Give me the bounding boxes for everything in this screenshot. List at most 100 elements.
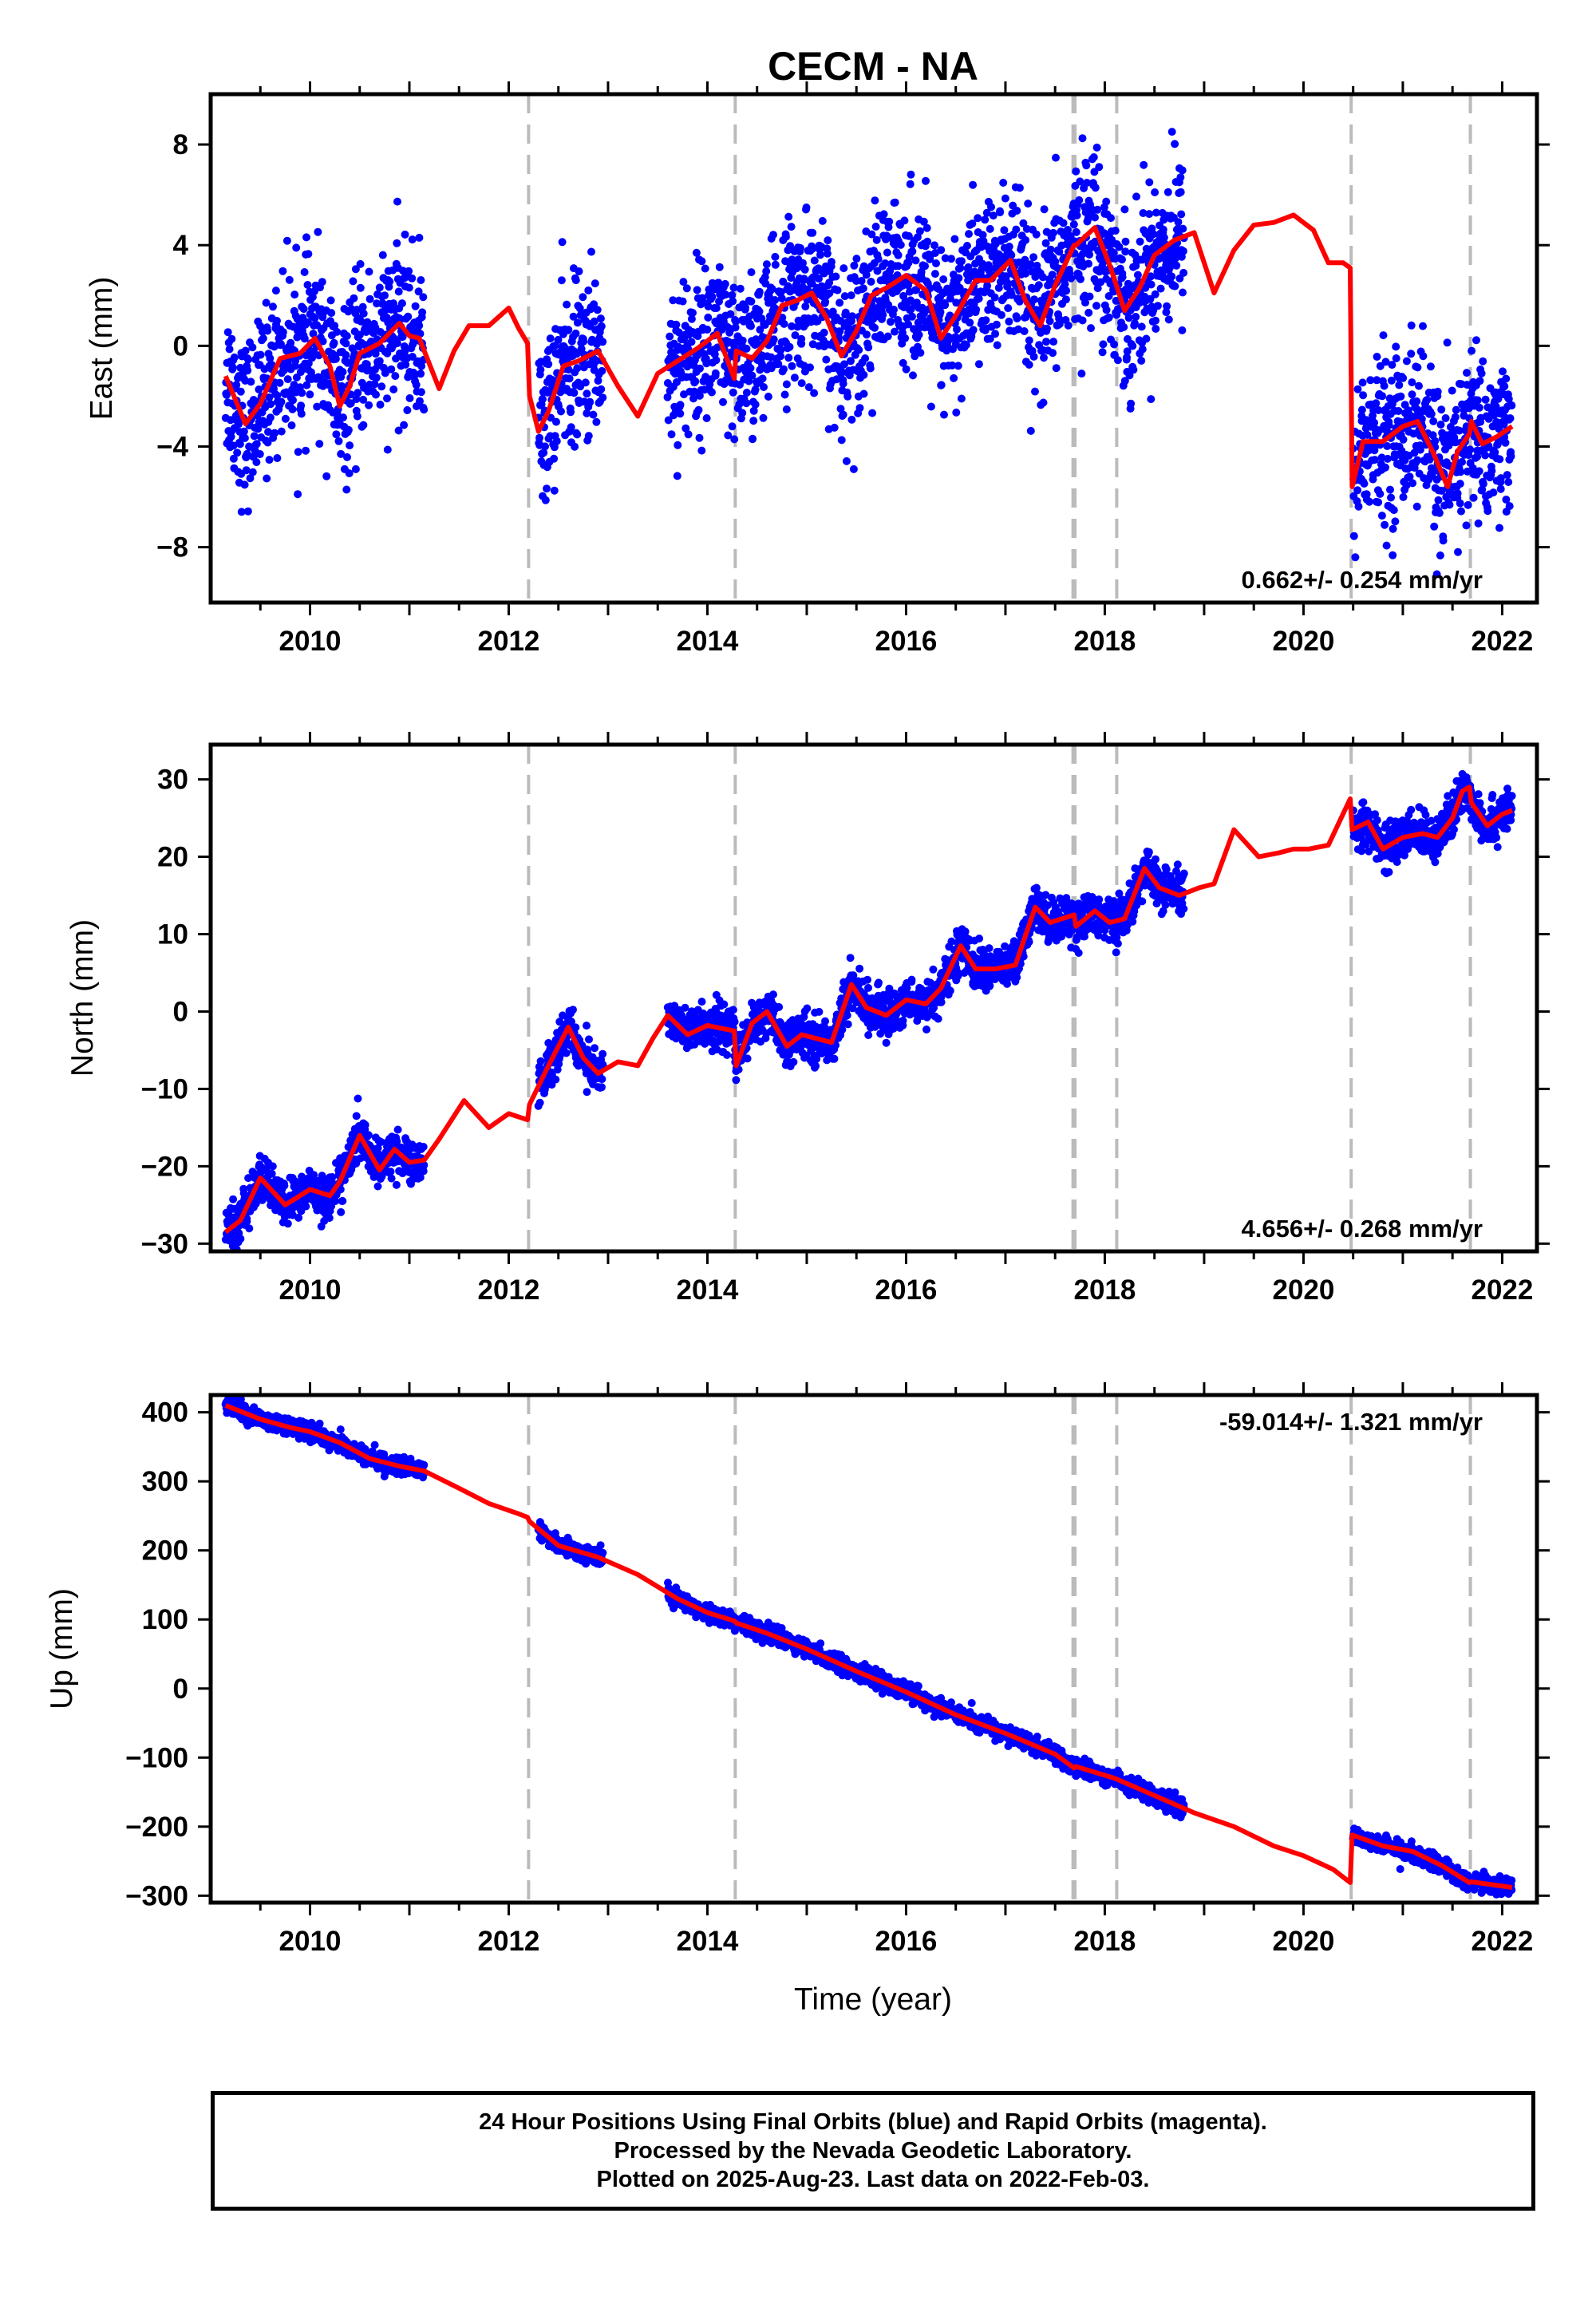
data-point: [901, 334, 910, 342]
data-point: [907, 170, 915, 179]
data-point: [415, 233, 424, 242]
data-point: [1120, 322, 1128, 331]
data-point: [306, 390, 314, 399]
data-point: [244, 1174, 253, 1183]
data-point: [691, 377, 700, 385]
data-point: [863, 330, 871, 339]
data-point: [277, 427, 286, 436]
data-point: [776, 346, 785, 354]
data-point: [1091, 184, 1100, 192]
data-point: [1464, 500, 1472, 509]
data-point: [288, 405, 297, 413]
data-point: [1426, 362, 1435, 371]
data-point: [1049, 228, 1057, 237]
data-point: [1046, 245, 1055, 254]
data-point: [408, 274, 417, 283]
data-point: [345, 469, 354, 478]
data-point: [1388, 361, 1396, 370]
data-point: [240, 433, 249, 442]
data-point: [1013, 207, 1021, 215]
data-point: [1145, 178, 1154, 187]
data-point: [1125, 371, 1134, 380]
data-point: [881, 259, 890, 267]
data-point: [800, 265, 809, 274]
data-point: [393, 197, 401, 206]
data-point: [1432, 570, 1441, 579]
data-point: [1075, 196, 1084, 204]
data-point: [255, 385, 263, 393]
data-point: [244, 355, 252, 364]
data-point: [1077, 370, 1086, 378]
data-point: [351, 464, 360, 473]
data-point: [223, 390, 231, 399]
data-point: [1463, 369, 1471, 377]
data-point: [592, 357, 601, 366]
data-point: [1115, 243, 1124, 251]
data-point: [1092, 143, 1101, 152]
data-point: [1483, 507, 1492, 516]
data-point: [304, 318, 312, 326]
data-point: [401, 360, 410, 369]
data-point: [804, 383, 813, 392]
data-point: [383, 394, 391, 403]
data-point: [283, 375, 292, 384]
data-point: [377, 382, 386, 391]
data-point: [672, 320, 681, 329]
data-point: [863, 975, 871, 984]
y-tick-label: −4: [156, 431, 188, 462]
data-point: [1081, 298, 1089, 307]
data-point: [866, 364, 875, 373]
data-point: [331, 354, 340, 363]
data-point: [861, 354, 870, 362]
data-point: [227, 334, 236, 343]
data-point: [1179, 247, 1187, 255]
data-point: [1394, 407, 1403, 415]
data-point: [830, 423, 839, 432]
data-point: [1456, 468, 1465, 476]
data-point: [1481, 451, 1490, 460]
data-point: [535, 433, 543, 442]
data-point: [950, 235, 959, 243]
data-point: [816, 251, 824, 259]
data-point: [1061, 295, 1070, 304]
data-point: [1381, 520, 1389, 529]
data-point: [748, 371, 757, 380]
data-point: [1387, 376, 1396, 385]
data-point: [1000, 226, 1009, 235]
data-point: [1007, 290, 1016, 299]
x-tick-label: 2010: [279, 626, 342, 657]
data-point: [838, 1026, 847, 1034]
data-point: [269, 302, 277, 311]
data-point: [330, 338, 338, 347]
data-point: [279, 267, 287, 275]
data-point: [1353, 385, 1362, 393]
data-point: [871, 223, 880, 231]
data-point: [563, 300, 571, 309]
data-point: [1399, 435, 1408, 444]
data-point: [279, 328, 287, 337]
data-point: [1055, 320, 1064, 329]
data-point: [1436, 421, 1445, 429]
data-point: [1142, 334, 1151, 343]
data-point: [393, 1125, 402, 1134]
data-point: [598, 338, 607, 346]
data-point: [1389, 524, 1397, 533]
data-point: [577, 345, 586, 354]
data-point: [314, 227, 322, 236]
data-point: [1386, 485, 1394, 494]
data-point: [785, 342, 794, 351]
data-point: [776, 287, 785, 296]
data-point: [873, 267, 882, 275]
data-point: [567, 423, 575, 432]
rate-label: 0.662+/- 0.254 mm/yr: [1242, 566, 1483, 594]
data-point: [848, 1004, 857, 1013]
data-point: [1412, 397, 1421, 405]
data-point: [885, 217, 894, 226]
data-point: [806, 363, 814, 372]
data-point: [1495, 425, 1503, 433]
data-point: [708, 388, 716, 397]
data-point: [405, 283, 413, 292]
data-point: [1171, 282, 1179, 290]
data-point: [265, 456, 274, 464]
data-point: [1026, 260, 1035, 269]
